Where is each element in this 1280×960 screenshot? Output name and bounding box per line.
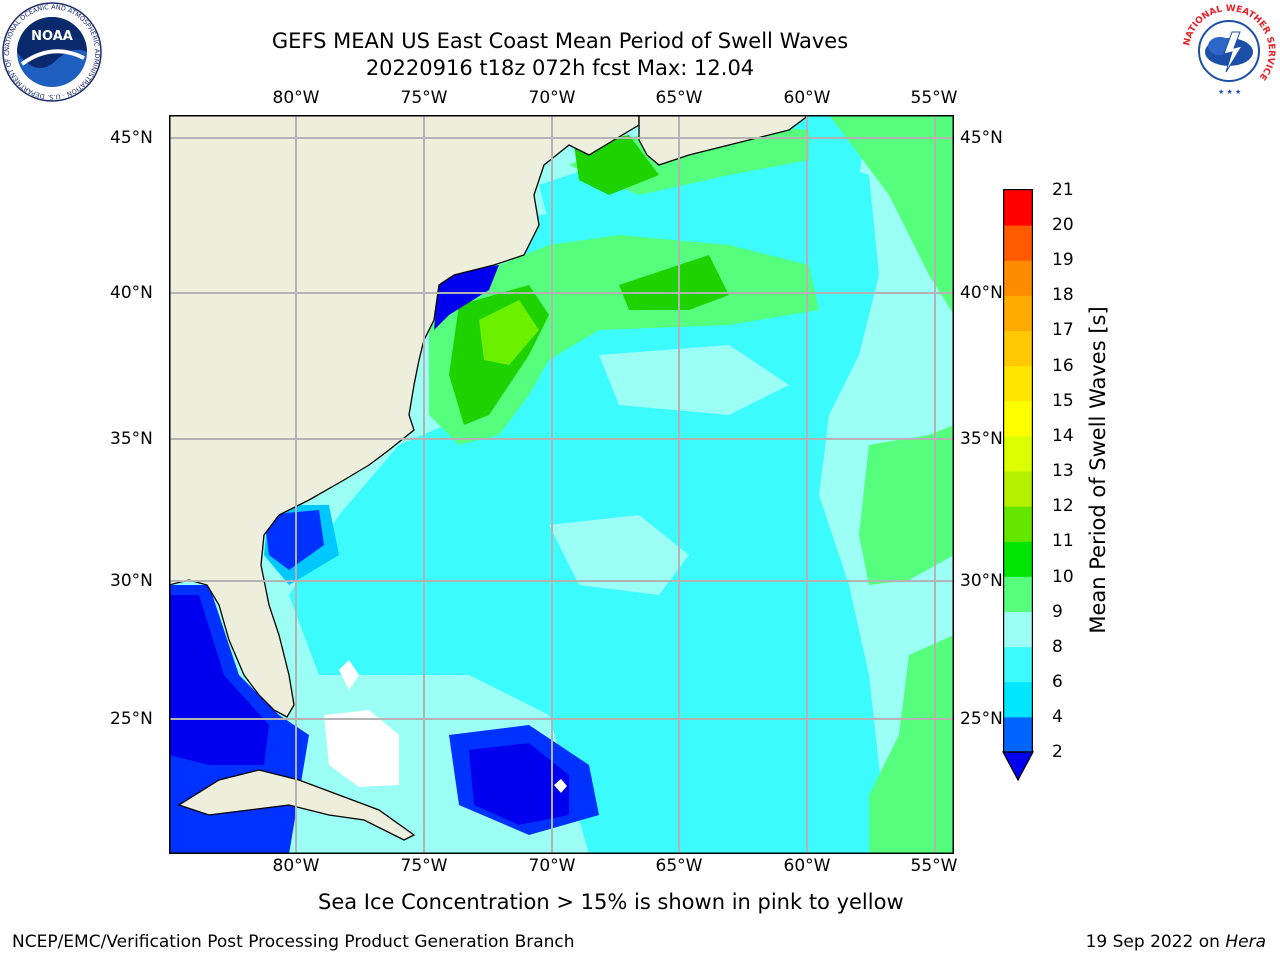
colorbar-bin: [1004, 435, 1032, 472]
swell-region-2-4-south: [264, 510, 324, 570]
colorbar-tick-9: 9: [1052, 602, 1063, 622]
graticule: [169, 115, 954, 854]
footer-host: Hera: [1225, 932, 1266, 952]
colorbar-tick-10: 10: [1052, 567, 1074, 587]
colorbar-bin: [1004, 646, 1032, 683]
colorbar-tick-18: 18: [1052, 285, 1074, 305]
swell-region-deep-gom: [169, 595, 269, 765]
colorbar-tick-2: 2: [1052, 742, 1063, 762]
noaa-logo-text: NOAA: [31, 29, 73, 44]
lon-tick-top-5: 60°W: [783, 88, 831, 108]
lon-tick-bottom-4: 65°W: [655, 856, 703, 876]
colorbar-bin: [1004, 190, 1032, 226]
nws-logo: NATIONAL WEATHER SERVICE ★ ★ ★: [1182, 4, 1276, 98]
colorbar-bin: [1004, 611, 1032, 648]
colorbar-tick-15: 15: [1052, 391, 1074, 411]
colorbar-bin: [1004, 400, 1032, 437]
lat-tick-left-5: 25°N: [110, 709, 153, 729]
swell-region-6-8: [289, 155, 889, 854]
lon-tick-bottom-3: 70°W: [528, 856, 576, 876]
lat-tick-right-2: 40°N: [960, 283, 1003, 303]
colorbar: [1001, 189, 1035, 782]
colorbar-tick-21: 21: [1052, 180, 1074, 200]
colorbar-bins: [1004, 190, 1032, 753]
swell-period-map: [169, 115, 954, 854]
colorbar-tick-13: 13: [1052, 461, 1074, 481]
lon-tick-bottom-1: 80°W: [272, 856, 320, 876]
colorbar-bin: [1004, 576, 1032, 612]
colorbar-under-triangle: [1001, 751, 1035, 782]
colorbar-tick-16: 16: [1052, 356, 1074, 376]
colorbar-tick-17: 17: [1052, 320, 1074, 340]
colorbar-bin: [1004, 471, 1032, 507]
swell-patch-8-9: [549, 515, 689, 595]
lat-tick-left-3: 35°N: [110, 429, 153, 449]
colorbar-tick-8: 8: [1052, 637, 1063, 657]
swell-region-9-10-east: [859, 425, 954, 585]
lat-tick-left-1: 45°N: [110, 128, 153, 148]
swell-patch-8-9-b: [599, 345, 789, 415]
swell-region-11-12: [479, 300, 539, 365]
lat-tick-right-4: 30°N: [960, 571, 1003, 591]
colorbar-bin: [1004, 541, 1032, 577]
lat-tick-right-1: 45°N: [960, 128, 1003, 148]
footer-date-text: 19 Sep 2022 on: [1085, 932, 1226, 952]
lon-tick-top-1: 80°W: [272, 88, 320, 108]
footer-date: 19 Sep 2022 on Hera: [1086, 932, 1266, 952]
colorbar-bin: [1004, 330, 1032, 367]
colorbar-bin: [1004, 365, 1032, 402]
noaa-logo: NATIONAL OCEANIC AND ATMOSPHERIC ADMINIS…: [2, 2, 102, 102]
chart-title-line2: 20220916 t18z 072h fcst Max: 12.04: [365, 56, 755, 80]
land-nova-scotia: [638, 115, 811, 166]
swell-region-9-10-ne: [829, 115, 954, 315]
lat-tick-left-4: 30°N: [110, 571, 153, 591]
lon-tick-top-3: 70°W: [528, 88, 576, 108]
colorbar-label: Mean Period of Swell Waves [s]: [1086, 306, 1110, 634]
colorbar-tick-4: 4: [1052, 707, 1063, 727]
lat-tick-right-5: 25°N: [960, 709, 1003, 729]
swell-region-10-11-b: [619, 255, 729, 310]
colorbar-tick-6: 6: [1052, 672, 1063, 692]
colorbar-bin: [1004, 506, 1032, 542]
colorbar-bin: [1004, 225, 1032, 261]
lon-tick-bottom-2: 75°W: [400, 856, 448, 876]
land-north-america: [169, 115, 640, 718]
colorbar-tick-11: 11: [1052, 531, 1074, 551]
svg-text:★ ★ ★: ★ ★ ★: [1218, 88, 1241, 96]
colorbar-bin: [1004, 716, 1032, 753]
lat-tick-right-3: 35°N: [960, 429, 1003, 449]
colorbar-bin: [1004, 295, 1032, 331]
lon-tick-top-2: 75°W: [400, 88, 448, 108]
colorbar-bin: [1004, 260, 1032, 296]
swell-region-9-10-se: [869, 635, 954, 854]
colorbar-tick-19: 19: [1052, 250, 1074, 270]
lon-tick-bottom-6: 55°W: [910, 856, 958, 876]
footer-producer: NCEP/EMC/Verification Post Processing Pr…: [12, 932, 575, 952]
sea-ice-note: Sea Ice Concentration > 15% is shown in …: [318, 890, 904, 914]
colorbar-tick-20: 20: [1052, 215, 1074, 235]
land-hispaniola-dot: [554, 779, 567, 793]
lon-tick-top-6: 55°W: [910, 88, 958, 108]
swell-region-deep-carib: [469, 743, 569, 825]
lon-tick-bottom-5: 60°W: [783, 856, 831, 876]
colorbar-tick-12: 12: [1052, 496, 1074, 516]
chart-title-line1: GEFS MEAN US East Coast Mean Period of S…: [271, 29, 849, 53]
colorbar-tick-14: 14: [1052, 426, 1074, 446]
land-bahamas: [324, 710, 399, 787]
colorbar-frame: [1002, 189, 1033, 753]
lon-tick-top-4: 65°W: [655, 88, 703, 108]
land-small-island: [339, 660, 359, 690]
lat-tick-left-2: 40°N: [110, 283, 153, 303]
swell-region-deep-ny: [434, 265, 499, 330]
colorbar-bin: [1004, 681, 1032, 718]
